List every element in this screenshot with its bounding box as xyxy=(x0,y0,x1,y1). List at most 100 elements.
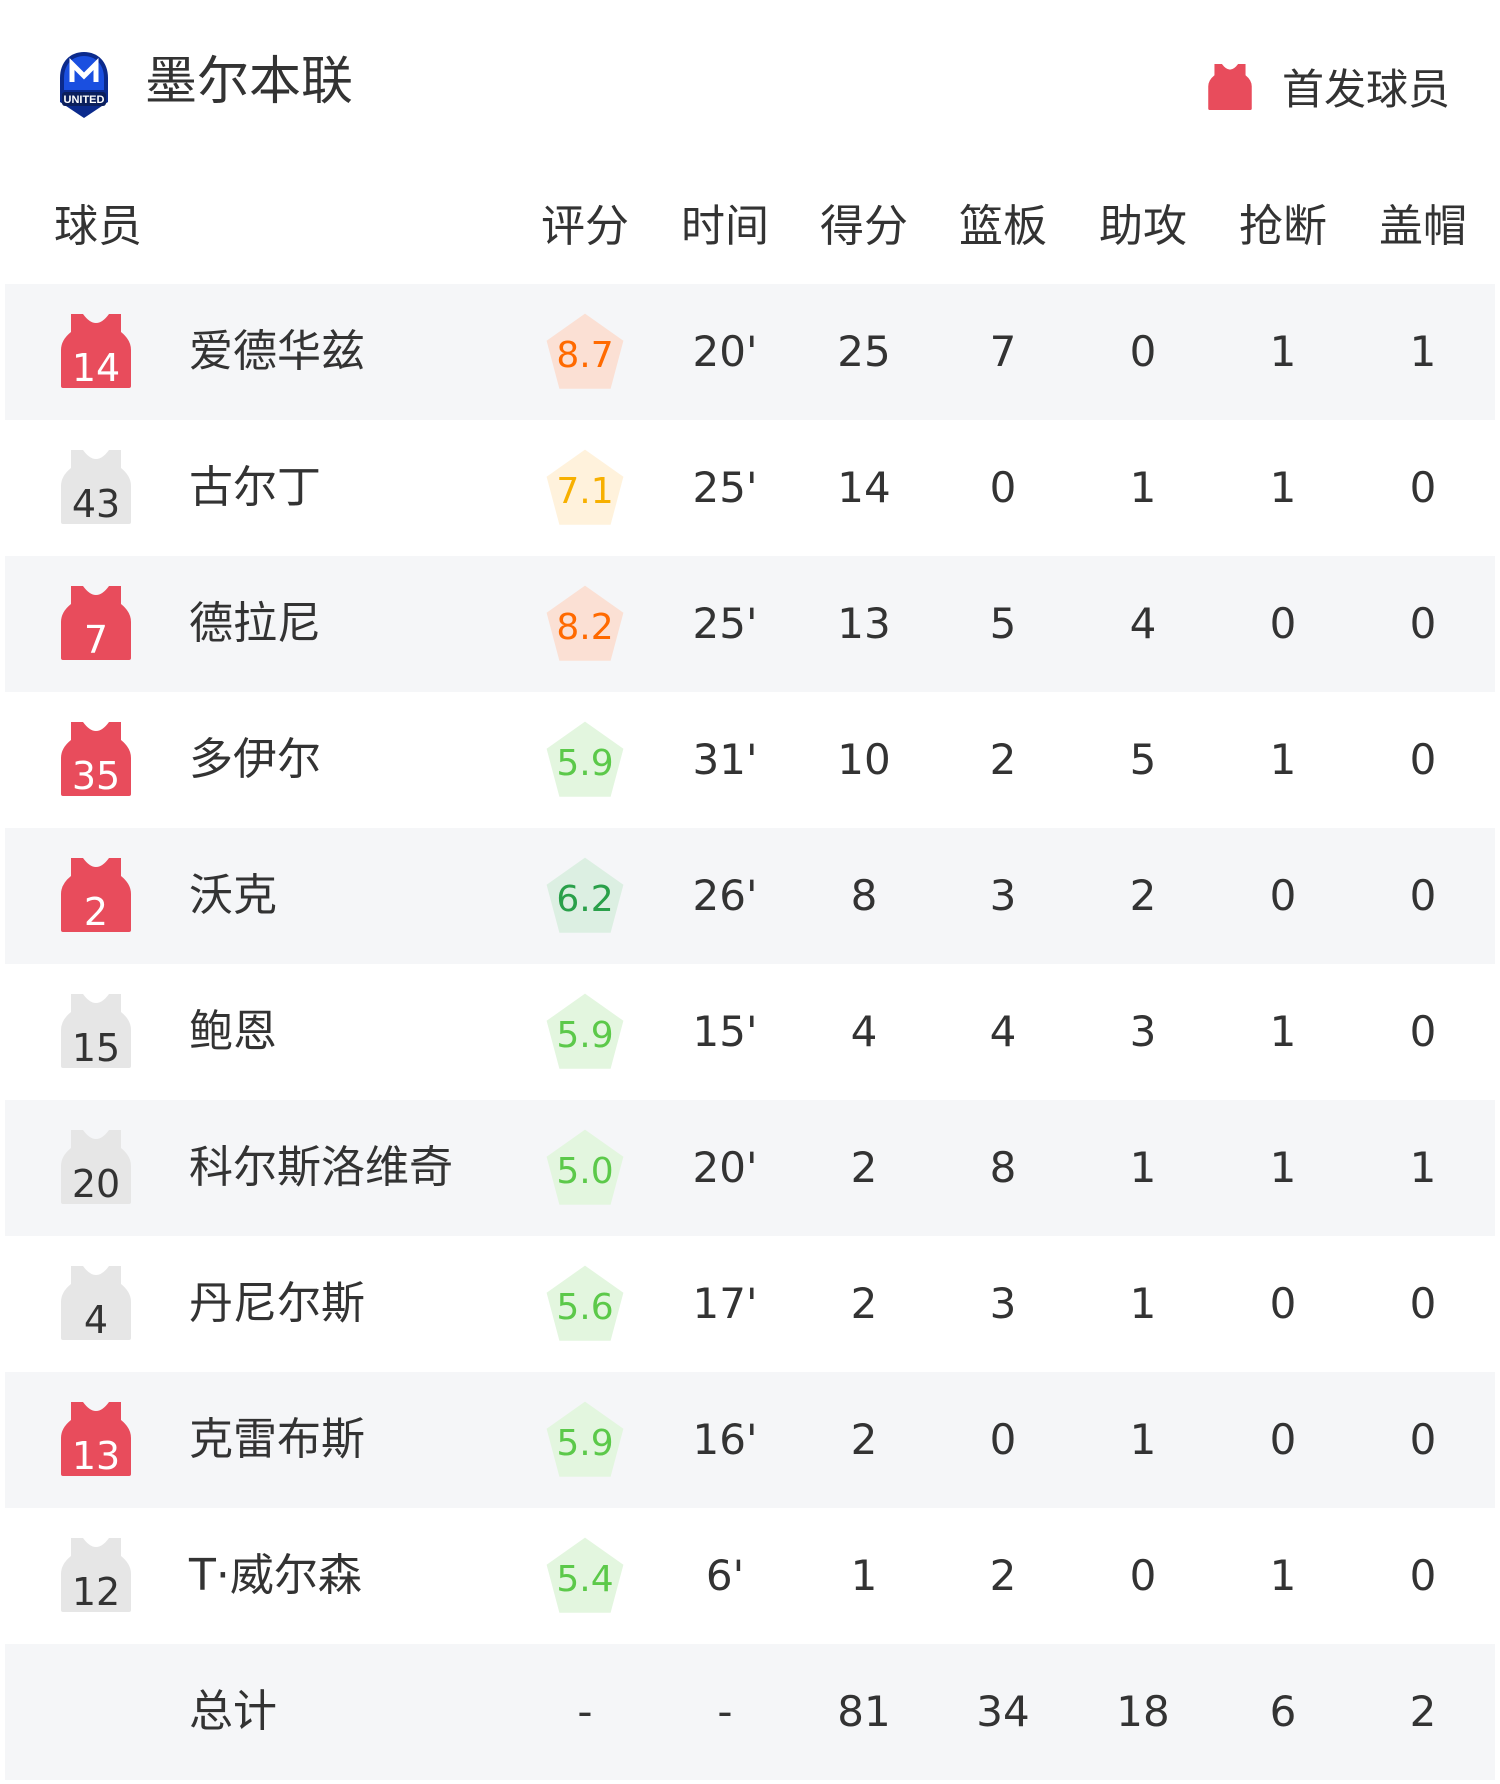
col-player: 球员 xyxy=(54,201,142,252)
rebounds-value: 7 xyxy=(989,327,1017,376)
jersey-number: 4 xyxy=(83,1298,109,1342)
rating-badge: 5.6 xyxy=(546,1265,624,1341)
time-value: 20' xyxy=(692,1143,758,1192)
player-name[interactable]: 沃克 xyxy=(189,870,277,921)
assists-value: 1 xyxy=(1129,463,1157,512)
player-name[interactable]: 德拉尼 xyxy=(189,598,321,649)
player-name[interactable]: T·威尔森 xyxy=(189,1550,362,1601)
col-rating[interactable]: 评分 xyxy=(541,201,629,252)
time-value: - xyxy=(717,1687,733,1736)
player-row[interactable]: 15 鲍恩 5.9 15' 4 4 3 1 0 xyxy=(5,964,1495,1100)
col-rebounds[interactable]: 篮板 xyxy=(959,201,1047,252)
steals-value: 0 xyxy=(1269,1415,1297,1464)
player-row[interactable]: 13 克雷布斯 5.9 16' 2 0 1 0 0 xyxy=(5,1372,1495,1508)
jersey-number: 2 xyxy=(83,890,109,934)
player-row[interactable]: 4 丹尼尔斯 5.6 17' 2 3 1 0 0 xyxy=(5,1236,1495,1372)
blocks-value: 0 xyxy=(1409,1007,1437,1056)
rating-badge: 5.9 xyxy=(546,1401,624,1477)
jersey-icon: 43 xyxy=(61,450,131,526)
steals-value: 1 xyxy=(1269,1143,1297,1192)
jersey-icon: 2 xyxy=(61,858,131,934)
points-value: 13 xyxy=(837,599,891,648)
time-value: 20' xyxy=(692,327,758,376)
player-row[interactable]: 35 多伊尔 5.9 31' 10 2 5 1 0 xyxy=(5,692,1495,828)
player-name[interactable]: 鲍恩 xyxy=(189,1006,277,1057)
player-name[interactable]: 多伊尔 xyxy=(189,734,321,785)
assists-value: 1 xyxy=(1129,1415,1157,1464)
player-row[interactable]: 7 德拉尼 8.2 25' 13 5 4 0 0 xyxy=(5,556,1495,692)
jersey-number: 7 xyxy=(83,618,109,662)
jersey-number: 20 xyxy=(71,1162,121,1206)
rebounds-value: 5 xyxy=(989,599,1017,648)
steals-value: 0 xyxy=(1269,1279,1297,1328)
player-name[interactable]: 克雷布斯 xyxy=(189,1414,365,1465)
player-name[interactable]: 古尔丁 xyxy=(189,462,321,513)
player-row[interactable]: 14 爱德华兹 8.7 20' 25 7 0 1 1 xyxy=(5,284,1495,420)
rebounds-value: 34 xyxy=(976,1687,1030,1736)
table-header: 球员 评分 时间 得分 篮板 助攻 抢断 盖帽 xyxy=(0,190,1500,254)
player-name: 总计 xyxy=(189,1686,277,1737)
steals-value: 0 xyxy=(1269,599,1297,648)
col-assists[interactable]: 助攻 xyxy=(1099,201,1187,252)
steals-value: 1 xyxy=(1269,463,1297,512)
jersey-icon: 7 xyxy=(61,586,131,662)
rating-value: - xyxy=(577,1687,593,1736)
rating-badge: 8.2 xyxy=(546,585,624,661)
player-row[interactable]: 20 科尔斯洛维奇 5.0 20' 2 8 1 1 1 xyxy=(5,1100,1495,1236)
jersey-number: 35 xyxy=(71,754,121,798)
points-value: 2 xyxy=(850,1143,878,1192)
points-value: 2 xyxy=(850,1279,878,1328)
jersey-icon: 4 xyxy=(61,1266,131,1342)
blocks-value: 0 xyxy=(1409,735,1437,784)
rebounds-value: 0 xyxy=(989,1415,1017,1464)
assists-value: 1 xyxy=(1129,1143,1157,1192)
player-name[interactable]: 爱德华兹 xyxy=(189,326,365,377)
player-row[interactable]: 2 沃克 6.2 26' 8 3 2 0 0 xyxy=(5,828,1495,964)
col-steals[interactable]: 抢断 xyxy=(1239,201,1327,252)
points-value: 81 xyxy=(837,1687,891,1736)
time-value: 15' xyxy=(692,1007,758,1056)
team-logo: UNITED xyxy=(60,52,108,118)
assists-value: 0 xyxy=(1129,327,1157,376)
jersey-icon: 35 xyxy=(61,722,131,798)
starter-legend: 首发球员 xyxy=(1208,56,1450,117)
steals-value: 1 xyxy=(1269,327,1297,376)
blocks-value: 0 xyxy=(1409,1279,1437,1328)
points-value: 10 xyxy=(837,735,891,784)
assists-value: 1 xyxy=(1129,1279,1157,1328)
total-row: 总计 - - 81 34 18 6 2 xyxy=(5,1644,1495,1780)
jersey-icon: 12 xyxy=(61,1538,131,1614)
col-time[interactable]: 时间 xyxy=(681,201,769,252)
time-value: 25' xyxy=(692,463,758,512)
blocks-value: 0 xyxy=(1409,463,1437,512)
points-value: 14 xyxy=(837,463,891,512)
jersey-icon: 20 xyxy=(61,1130,131,1206)
jersey-number: 14 xyxy=(71,346,121,390)
blocks-value: 2 xyxy=(1409,1687,1437,1736)
rating-badge: 5.9 xyxy=(546,721,624,797)
player-row[interactable]: 43 古尔丁 7.1 25' 14 0 1 1 0 xyxy=(5,420,1495,556)
rebounds-value: 4 xyxy=(989,1007,1017,1056)
svg-text:UNITED: UNITED xyxy=(64,94,105,106)
points-value: 2 xyxy=(850,1415,878,1464)
time-value: 26' xyxy=(692,871,758,920)
assists-value: 18 xyxy=(1116,1687,1170,1736)
time-value: 6' xyxy=(705,1551,745,1600)
assists-value: 5 xyxy=(1129,735,1157,784)
blocks-value: 1 xyxy=(1409,1143,1437,1192)
jersey-number: 12 xyxy=(71,1570,121,1614)
time-value: 17' xyxy=(692,1279,758,1328)
jersey-number: 15 xyxy=(71,1026,121,1070)
rating-badge: 8.7 xyxy=(546,313,624,389)
assists-value: 4 xyxy=(1129,599,1157,648)
rebounds-value: 3 xyxy=(989,871,1017,920)
points-value: 1 xyxy=(850,1551,878,1600)
player-row[interactable]: 12 T·威尔森 5.4 6' 1 2 0 1 0 xyxy=(5,1508,1495,1644)
col-points[interactable]: 得分 xyxy=(820,201,908,252)
time-value: 25' xyxy=(692,599,758,648)
col-blocks[interactable]: 盖帽 xyxy=(1379,201,1467,252)
player-name[interactable]: 丹尼尔斯 xyxy=(189,1278,365,1329)
blocks-value: 0 xyxy=(1409,1415,1437,1464)
time-value: 16' xyxy=(692,1415,758,1464)
player-name[interactable]: 科尔斯洛维奇 xyxy=(189,1142,453,1193)
